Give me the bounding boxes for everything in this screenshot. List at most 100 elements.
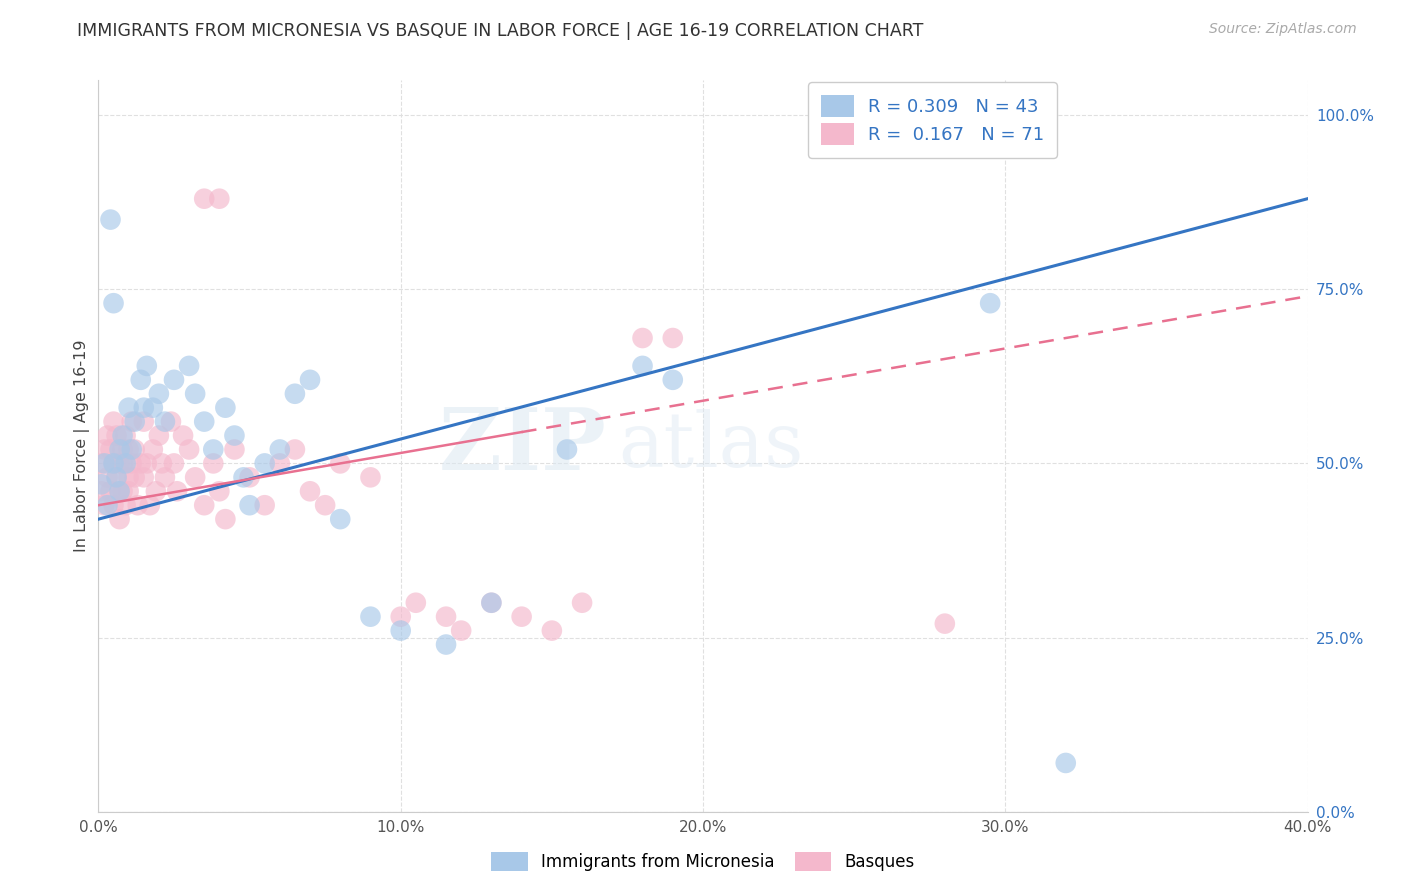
Point <box>100 442 122 457</box>
Point <box>284 386 307 401</box>
Point <box>96 428 118 442</box>
Point <box>127 498 149 512</box>
Point <box>1054 756 1077 770</box>
Point <box>96 498 118 512</box>
Point <box>232 470 254 484</box>
Point <box>124 415 146 429</box>
Point <box>434 609 457 624</box>
Point <box>135 457 157 471</box>
Point <box>103 498 125 512</box>
Point <box>253 457 276 471</box>
Point <box>100 484 122 499</box>
Point <box>193 415 215 429</box>
Point <box>239 498 262 512</box>
Y-axis label: In Labor Force | Age 16-19: In Labor Force | Age 16-19 <box>73 340 90 552</box>
Point <box>661 331 683 345</box>
Point <box>153 470 176 484</box>
Point <box>631 331 654 345</box>
Point <box>284 442 307 457</box>
Point <box>108 484 131 499</box>
Point <box>253 498 276 512</box>
Point <box>121 415 143 429</box>
Point <box>269 457 291 471</box>
Point <box>208 192 231 206</box>
Point <box>108 484 131 499</box>
Point <box>103 296 125 310</box>
Point <box>145 484 167 499</box>
Point <box>111 442 134 457</box>
Point <box>129 373 152 387</box>
Point <box>108 442 131 457</box>
Point <box>314 498 336 512</box>
Point <box>163 457 186 471</box>
Point <box>214 401 236 415</box>
Point <box>172 428 194 442</box>
Point <box>93 442 115 457</box>
Point <box>329 512 352 526</box>
Point <box>661 373 683 387</box>
Point <box>299 484 322 499</box>
Text: atlas: atlas <box>619 409 804 483</box>
Point <box>571 596 593 610</box>
Point <box>239 470 262 484</box>
Point <box>114 498 136 512</box>
Point <box>631 359 654 373</box>
Point <box>96 470 118 484</box>
Point <box>481 596 503 610</box>
Point <box>118 470 141 484</box>
Point <box>114 457 136 471</box>
Point <box>124 470 146 484</box>
Point <box>90 457 112 471</box>
Point <box>114 428 136 442</box>
Point <box>202 442 225 457</box>
Point <box>132 415 155 429</box>
Point <box>224 428 246 442</box>
Point <box>129 457 152 471</box>
Point <box>150 457 173 471</box>
Point <box>148 386 170 401</box>
Point <box>360 470 382 484</box>
Point <box>142 442 165 457</box>
Point <box>224 442 246 457</box>
Point <box>360 609 382 624</box>
Point <box>163 373 186 387</box>
Point <box>166 484 188 499</box>
Point <box>103 457 125 471</box>
Point <box>111 428 134 442</box>
Point <box>139 498 162 512</box>
Point <box>450 624 472 638</box>
Point <box>208 484 231 499</box>
Point <box>184 470 207 484</box>
Point <box>269 442 291 457</box>
Point <box>108 512 131 526</box>
Point <box>934 616 956 631</box>
Point <box>540 624 562 638</box>
Point <box>100 212 122 227</box>
Point <box>118 401 141 415</box>
Legend: R = 0.309   N = 43, R =  0.167   N = 71: R = 0.309 N = 43, R = 0.167 N = 71 <box>808 82 1057 158</box>
Point <box>121 442 143 457</box>
Point <box>184 386 207 401</box>
Point <box>405 596 427 610</box>
Point <box>389 624 412 638</box>
Point <box>179 442 201 457</box>
Point <box>118 484 141 499</box>
Point <box>193 192 215 206</box>
Point <box>90 484 112 499</box>
Point <box>121 457 143 471</box>
Point <box>111 484 134 499</box>
Point <box>329 457 352 471</box>
Point <box>132 470 155 484</box>
Point <box>299 373 322 387</box>
Point <box>90 477 112 491</box>
Point <box>103 457 125 471</box>
Point <box>555 442 578 457</box>
Point <box>93 498 115 512</box>
Point <box>160 415 183 429</box>
Point <box>193 498 215 512</box>
Point <box>103 415 125 429</box>
Point <box>202 457 225 471</box>
Point <box>132 401 155 415</box>
Point <box>153 415 176 429</box>
Point <box>105 470 128 484</box>
